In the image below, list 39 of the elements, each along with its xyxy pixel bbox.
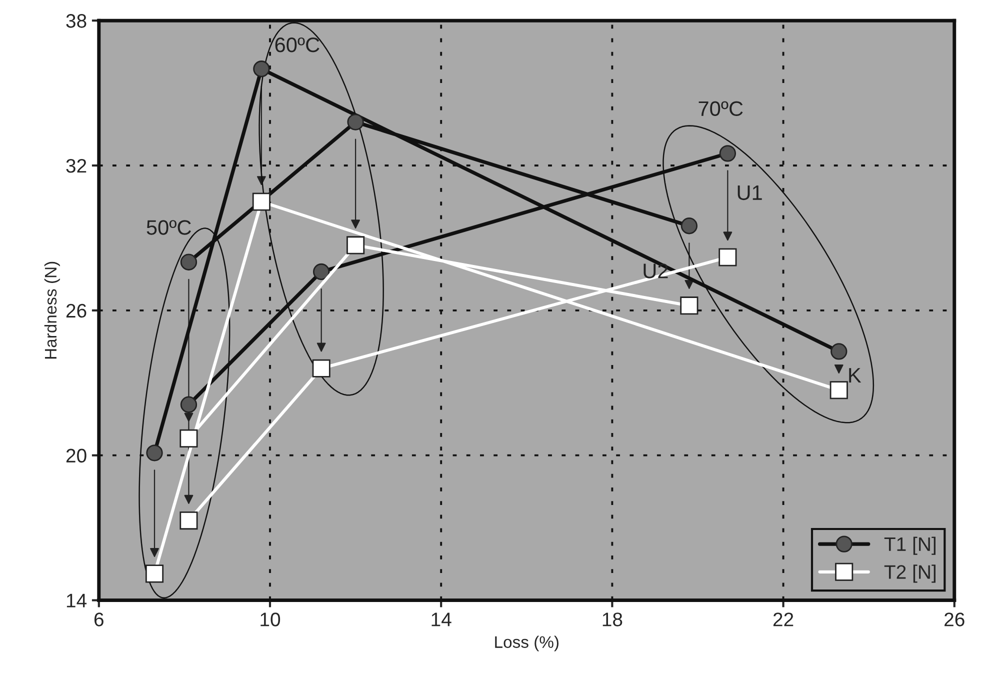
y-tick-label: 14 (66, 594, 87, 608)
point (180, 396, 198, 413)
annotation: U2 (644, 264, 668, 278)
point (253, 60, 270, 78)
legend-label: T1 [N] (884, 536, 936, 555)
point (312, 359, 330, 378)
point (680, 218, 698, 234)
y-tick-label: 26 (66, 304, 86, 318)
point (180, 254, 198, 270)
annotation: 50ºC (146, 220, 191, 235)
x-tick-label: 26 (944, 612, 964, 626)
point (680, 296, 698, 315)
x-tick-label: 22 (773, 612, 794, 626)
point (180, 429, 198, 448)
point (830, 343, 848, 360)
x-axis-title: Loss (%) (495, 636, 558, 652)
point (830, 381, 848, 400)
x-tick-label: 6 (94, 612, 104, 626)
point (347, 114, 364, 130)
y-tick-label: 32 (66, 158, 86, 173)
y-tick-label: 38 (66, 14, 86, 28)
legend-label: T2 [N] (884, 564, 936, 583)
x-tick-label: 10 (260, 612, 280, 626)
point (312, 263, 330, 280)
point (145, 564, 164, 583)
annotation: U1 (738, 186, 762, 200)
annotation: 70ºC (698, 101, 743, 116)
point (719, 145, 736, 162)
y-tick-label: 20 (66, 448, 86, 463)
point (346, 236, 365, 254)
x-tick-label: 18 (602, 612, 622, 626)
annotation: K (849, 368, 862, 382)
point (180, 512, 198, 530)
point (718, 248, 737, 266)
point (252, 192, 270, 211)
annotation: 60ºC (275, 37, 320, 52)
point (146, 444, 163, 462)
y-axis-title: Hardness (N) (44, 262, 60, 359)
x-tick-label: 14 (432, 612, 452, 626)
